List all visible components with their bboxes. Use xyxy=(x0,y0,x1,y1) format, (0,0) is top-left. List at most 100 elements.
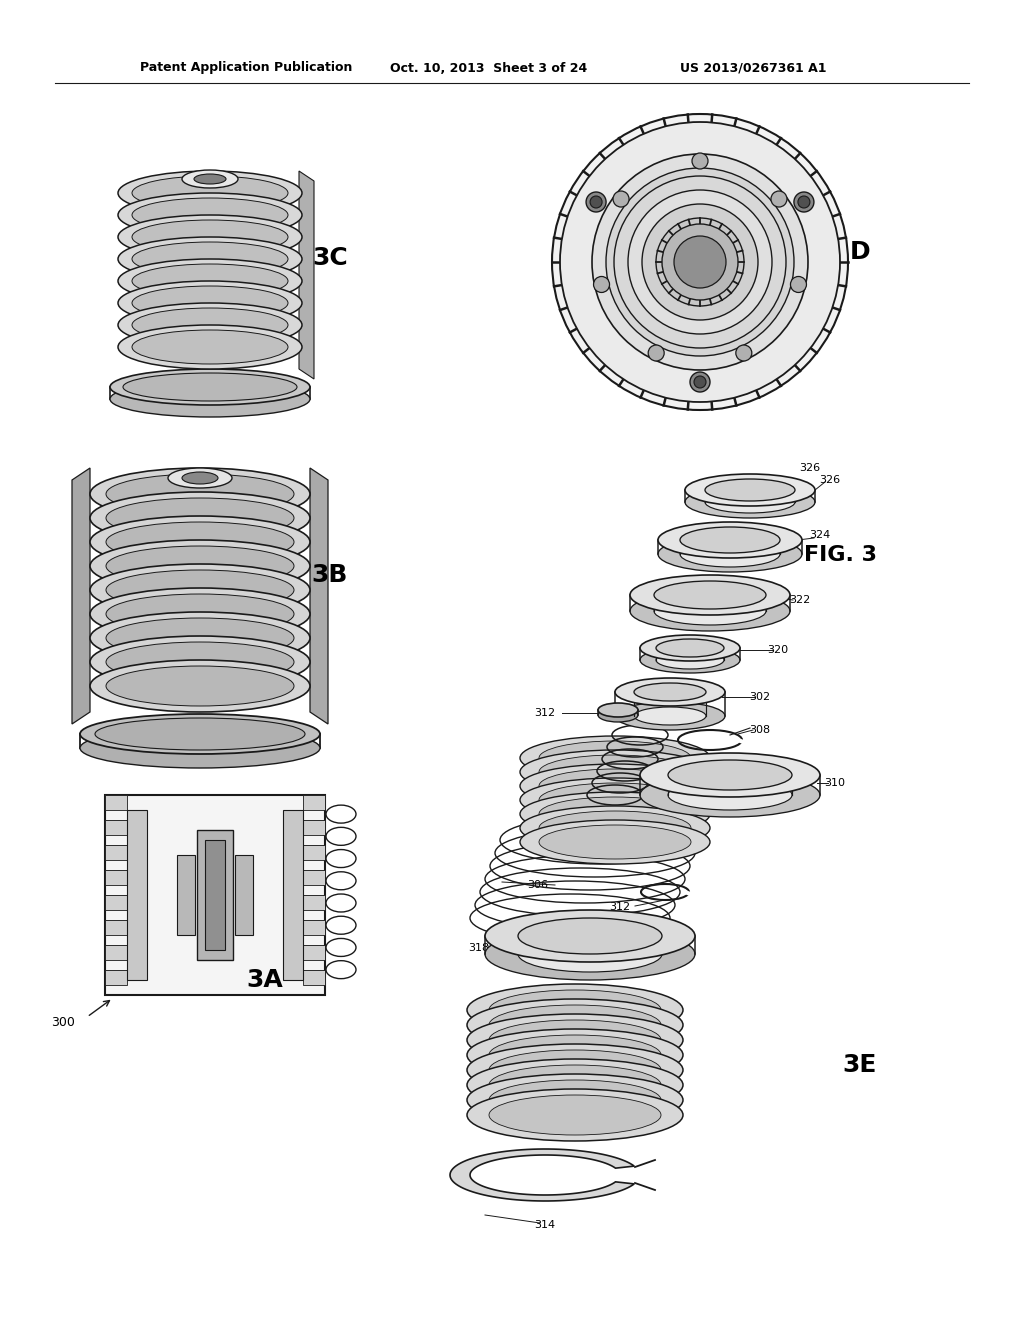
Ellipse shape xyxy=(489,1005,662,1045)
Ellipse shape xyxy=(80,714,319,754)
Ellipse shape xyxy=(118,193,302,238)
Ellipse shape xyxy=(656,651,724,669)
Bar xyxy=(105,895,127,909)
Ellipse shape xyxy=(118,325,302,370)
Bar xyxy=(303,870,325,884)
Text: 312: 312 xyxy=(534,708,555,718)
Ellipse shape xyxy=(658,521,802,558)
Bar xyxy=(283,810,303,979)
Ellipse shape xyxy=(634,682,706,701)
Ellipse shape xyxy=(467,1014,683,1067)
Text: 3E: 3E xyxy=(843,1053,878,1077)
Ellipse shape xyxy=(467,999,683,1051)
Bar xyxy=(105,945,127,960)
Text: Oct. 10, 2013  Sheet 3 of 24: Oct. 10, 2013 Sheet 3 of 24 xyxy=(390,62,587,74)
Text: 308: 308 xyxy=(750,725,771,735)
Ellipse shape xyxy=(668,780,792,810)
Ellipse shape xyxy=(132,286,288,319)
Circle shape xyxy=(613,191,629,207)
Ellipse shape xyxy=(598,704,638,717)
Ellipse shape xyxy=(489,1080,662,1119)
Ellipse shape xyxy=(640,635,740,661)
Ellipse shape xyxy=(467,983,683,1036)
Ellipse shape xyxy=(168,469,232,488)
Circle shape xyxy=(798,195,810,209)
Ellipse shape xyxy=(640,647,740,673)
Ellipse shape xyxy=(615,702,725,730)
Bar xyxy=(197,830,233,960)
Ellipse shape xyxy=(656,639,724,657)
Ellipse shape xyxy=(106,498,294,539)
Circle shape xyxy=(791,276,807,293)
Ellipse shape xyxy=(106,521,294,562)
Text: 3C: 3C xyxy=(312,246,348,271)
Circle shape xyxy=(690,372,710,392)
Circle shape xyxy=(692,153,708,169)
Circle shape xyxy=(771,191,787,207)
Ellipse shape xyxy=(132,308,288,342)
Ellipse shape xyxy=(539,755,691,789)
Bar xyxy=(205,840,225,950)
Bar xyxy=(105,970,127,985)
Text: 316: 316 xyxy=(617,1119,639,1130)
Text: 326: 326 xyxy=(800,463,820,473)
Text: 326: 326 xyxy=(819,475,841,484)
Ellipse shape xyxy=(485,909,695,962)
Ellipse shape xyxy=(106,642,294,682)
Ellipse shape xyxy=(106,546,294,586)
Bar xyxy=(105,820,127,836)
Ellipse shape xyxy=(118,304,302,347)
Text: 314: 314 xyxy=(535,1220,556,1230)
Ellipse shape xyxy=(630,576,790,615)
Ellipse shape xyxy=(123,374,297,401)
Text: 3B: 3B xyxy=(312,564,348,587)
Ellipse shape xyxy=(467,1074,683,1126)
Ellipse shape xyxy=(685,486,815,517)
Ellipse shape xyxy=(539,825,691,859)
Circle shape xyxy=(628,190,772,334)
Ellipse shape xyxy=(467,1059,683,1111)
Ellipse shape xyxy=(118,281,302,325)
Circle shape xyxy=(560,121,840,403)
Ellipse shape xyxy=(685,474,815,506)
Circle shape xyxy=(648,345,665,360)
Ellipse shape xyxy=(598,708,638,722)
Ellipse shape xyxy=(520,807,710,850)
Ellipse shape xyxy=(539,770,691,803)
Ellipse shape xyxy=(132,176,288,210)
Ellipse shape xyxy=(520,737,710,780)
Ellipse shape xyxy=(90,516,310,568)
Bar xyxy=(177,855,195,935)
Ellipse shape xyxy=(90,540,310,591)
Ellipse shape xyxy=(118,259,302,304)
Ellipse shape xyxy=(520,820,710,865)
Ellipse shape xyxy=(520,792,710,836)
Polygon shape xyxy=(299,172,314,379)
Bar xyxy=(105,795,325,995)
Ellipse shape xyxy=(118,172,302,215)
Ellipse shape xyxy=(705,479,795,502)
Text: 318: 318 xyxy=(468,942,489,953)
Polygon shape xyxy=(450,1148,634,1201)
Text: 322: 322 xyxy=(790,595,811,605)
Bar xyxy=(105,920,127,935)
Text: 310: 310 xyxy=(824,777,846,788)
Bar xyxy=(303,795,325,810)
Text: US 2013/0267361 A1: US 2013/0267361 A1 xyxy=(680,62,826,74)
Ellipse shape xyxy=(90,587,310,640)
Circle shape xyxy=(694,376,706,388)
Ellipse shape xyxy=(640,752,820,797)
Text: 306: 306 xyxy=(534,744,555,755)
Ellipse shape xyxy=(118,238,302,281)
Text: 3A: 3A xyxy=(247,968,284,993)
Bar xyxy=(105,795,127,810)
Bar xyxy=(234,855,253,935)
Circle shape xyxy=(656,218,744,306)
Circle shape xyxy=(592,154,808,370)
Ellipse shape xyxy=(634,708,706,725)
Ellipse shape xyxy=(658,536,802,572)
Text: D: D xyxy=(850,240,870,264)
Ellipse shape xyxy=(106,570,294,610)
Ellipse shape xyxy=(95,718,305,750)
Ellipse shape xyxy=(668,760,792,789)
